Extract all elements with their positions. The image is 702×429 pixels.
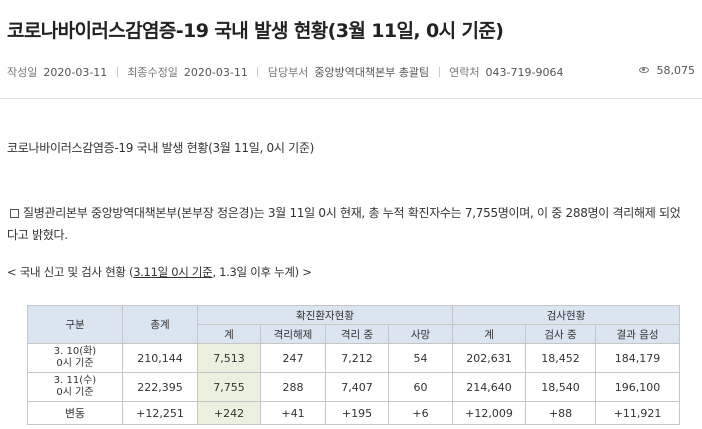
- meta-created: 작성일 2020-03-11: [7, 64, 107, 80]
- table-row: 3. 10(화) 0시 기준 210,144 7,513 247 7,212 54…: [27, 343, 681, 373]
- cell-deaths: 54: [387, 343, 454, 373]
- view-count: 58,075: [638, 64, 696, 77]
- row-label: 3. 11(수) 0시 기준: [27, 372, 123, 402]
- row-label: 3. 10(화) 0시 기준: [27, 343, 123, 373]
- cell-released: +41: [260, 401, 326, 425]
- cell-testing-total: 202,631: [452, 343, 527, 373]
- col-header-negative: 결과 음성: [595, 324, 681, 344]
- caption-prefix: < 국내 신고 및 검사 현황 (: [7, 265, 134, 279]
- paragraph-line1: 질병관리본부 중앙방역대책본부(본부장 정은경)는 3월 11일 0시 현재, …: [23, 206, 681, 220]
- status-table: 구분 총계 확진환자현황 검사현황 계 격리해제 격리 중 사망 계 검사 중 …: [27, 305, 681, 425]
- col-header-deaths: 사망: [387, 324, 454, 344]
- header-divider: [0, 98, 702, 99]
- meta-divider: [257, 67, 259, 77]
- cell-confirmed-total: 7,513: [197, 343, 261, 373]
- meta-dept-label: 담당부서: [267, 66, 309, 79]
- meta-divider: [116, 67, 118, 77]
- cell-released: 247: [260, 343, 326, 373]
- cell-total: 210,144: [122, 343, 198, 373]
- cell-isolated: 7,212: [325, 343, 389, 373]
- page-title: 코로나바이러스감염증-19 국내 발생 현황(3월 11일, 0시 기준): [7, 20, 504, 42]
- table-row: 3. 11(수) 0시 기준 222,395 7,755 288 7,407 60…: [27, 372, 681, 402]
- table-caption: < 국내 신고 및 검사 현황 (3.11일 0시 기준, 1.3일 이후 누계…: [7, 264, 312, 280]
- col-header-category: 구분: [27, 305, 123, 344]
- meta-dept: 담당부서 중앙방역대책본부 총괄팀: [268, 64, 429, 80]
- meta-contact: 연락처 043-719-9064: [449, 64, 563, 80]
- cell-deaths: +6: [387, 401, 454, 425]
- cell-negative: 196,100: [595, 372, 681, 402]
- row-label-date: 3. 11(수): [53, 375, 97, 386]
- cell-released: 288: [260, 372, 326, 402]
- caption-underlined: 3.11일 0시 기준: [133, 265, 213, 279]
- group-header-confirmed: 확진환자현황: [196, 305, 454, 325]
- meta-modified-value: 2020-03-11: [183, 66, 248, 79]
- meta-created-value: 2020-03-11: [43, 66, 108, 79]
- row-label-date: 3. 10(화): [53, 346, 97, 357]
- cell-negative: 184,179: [595, 343, 681, 373]
- meta-dept-value: 중앙방역대책본부 총괄팀: [314, 66, 430, 79]
- cell-in-progress: 18,452: [525, 343, 597, 373]
- col-header-total: 총계: [122, 305, 198, 344]
- meta-modified-label: 최종수정일: [127, 66, 178, 79]
- cell-confirmed-total: +242: [197, 401, 261, 425]
- cell-negative: +11,921: [595, 401, 681, 425]
- table-header-row: 구분 총계 확진환자현황 검사현황: [27, 305, 681, 344]
- view-count-value: 58,075: [656, 64, 696, 77]
- cell-total: +12,251: [122, 401, 198, 425]
- body-paragraph: 질병관리본부 중앙방역대책본부(본부장 정은경)는 3월 11일 0시 현재, …: [7, 202, 697, 246]
- col-header-isolated: 격리 중: [325, 324, 389, 344]
- cell-in-progress: +88: [525, 401, 597, 425]
- cell-deaths: 60: [387, 372, 454, 402]
- meta-modified: 최종수정일 2020-03-11: [127, 64, 248, 80]
- cell-isolated: 7,407: [325, 372, 389, 402]
- eye-icon: [638, 67, 649, 73]
- col-header-testing-total: 계: [452, 324, 527, 344]
- cell-in-progress: 18,540: [525, 372, 597, 402]
- col-header-confirmed-total: 계: [197, 324, 261, 344]
- paragraph-line2: 다고 밝혔다.: [7, 228, 68, 242]
- caption-suffix: , 1.3일 이후 누계) >: [212, 265, 312, 279]
- body-heading: 코로나바이러스감염증-19 국내 발생 현황(3월 11일, 0시 기준): [7, 141, 314, 155]
- table-row-change: 변동 +12,251 +242 +41 +195 +6 +12,009 +88 …: [27, 401, 681, 425]
- group-header-testing: 검사현황: [452, 305, 681, 325]
- col-header-in-progress: 검사 중: [525, 324, 597, 344]
- cell-testing-total: +12,009: [452, 401, 527, 425]
- row-label-change: 변동: [27, 401, 123, 425]
- meta-created-label: 작성일: [7, 66, 38, 79]
- meta-contact-value: 043-719-9064: [485, 66, 564, 79]
- meta-divider: [438, 67, 440, 77]
- row-label-basis: 0시 기준: [56, 387, 94, 398]
- cell-confirmed-total: 7,755: [197, 372, 261, 402]
- cell-isolated: +195: [325, 401, 389, 425]
- article-meta: 작성일 2020-03-11 최종수정일 2020-03-11 담당부서 중앙방역대책…: [7, 64, 695, 82]
- cell-total: 222,395: [122, 372, 198, 402]
- cell-testing-total: 214,640: [452, 372, 527, 402]
- row-label-basis: 0시 기준: [56, 358, 94, 369]
- checkbox-bullet-icon: [10, 209, 19, 218]
- meta-contact-label: 연락처: [449, 66, 480, 79]
- col-header-released: 격리해제: [260, 324, 326, 344]
